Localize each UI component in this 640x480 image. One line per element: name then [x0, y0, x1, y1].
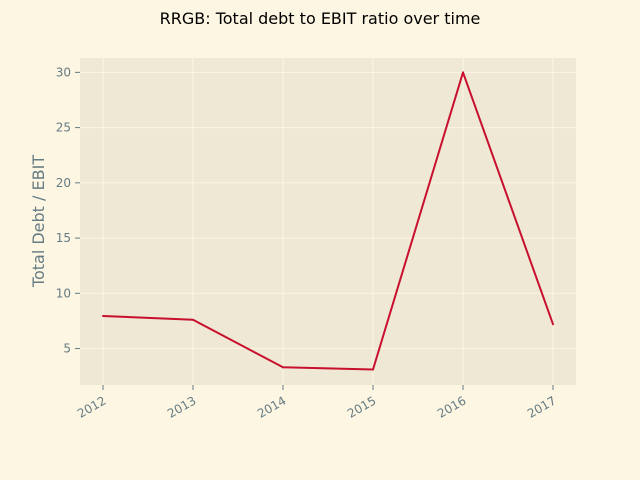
series-layer: [102, 71, 554, 371]
data-point: [552, 323, 554, 326]
data-point: [282, 366, 284, 369]
y-tick-label: 25: [56, 121, 71, 135]
y-tick-label: 30: [56, 65, 71, 79]
y-tick-label: 10: [56, 286, 71, 300]
series-line: [102, 71, 554, 371]
data-point: [102, 314, 104, 317]
y-axis: 5 10 15 20 25 30: [56, 65, 80, 356]
grid: [80, 58, 576, 385]
chart-title: RRGB: Total debt to EBIT ratio over time: [160, 9, 481, 28]
y-axis-label: Total Debt / EBIT: [29, 155, 48, 288]
plot-area: [80, 58, 576, 385]
data-point: [372, 368, 374, 371]
data-point: [192, 318, 194, 321]
y-tick-label: 20: [56, 176, 71, 190]
data-point: [462, 71, 464, 74]
y-tick-label: 15: [56, 231, 71, 245]
y-tick-label: 5: [63, 342, 71, 356]
